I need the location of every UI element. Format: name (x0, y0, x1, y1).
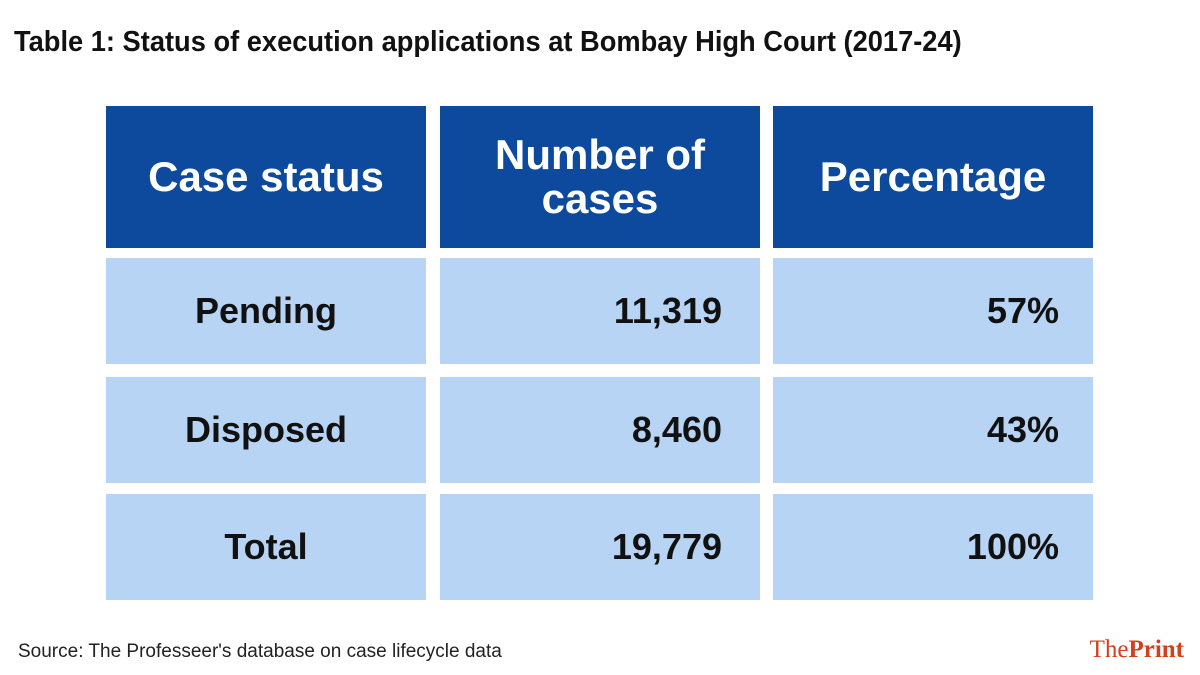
table-cell-status: Total (106, 494, 426, 600)
table-cell-count: 8,460 (440, 377, 760, 483)
header-percentage: Percentage (773, 106, 1093, 248)
table-cell-count: 19,779 (440, 494, 760, 600)
logo-print: Print (1128, 636, 1184, 663)
table-title: Table 1: Status of execution application… (14, 26, 962, 58)
table-cell-status: Pending (106, 258, 426, 364)
logo-the: The (1089, 636, 1129, 663)
header-number-of-cases-text: Number of cases (495, 131, 705, 222)
source-note: Source: The Professeer's database on cas… (18, 641, 502, 662)
theprint-logo: ThePrint (1090, 636, 1184, 664)
table-cell-percentage: 100% (773, 494, 1093, 600)
table-cell-count: 11,319 (440, 258, 760, 364)
table-cell-percentage: 43% (773, 377, 1093, 483)
header-number-of-cases: Number of cases (440, 106, 760, 248)
table-cell-percentage: 57% (773, 258, 1093, 364)
header-case-status: Case status (106, 106, 426, 248)
table-cell-status: Disposed (106, 377, 426, 483)
